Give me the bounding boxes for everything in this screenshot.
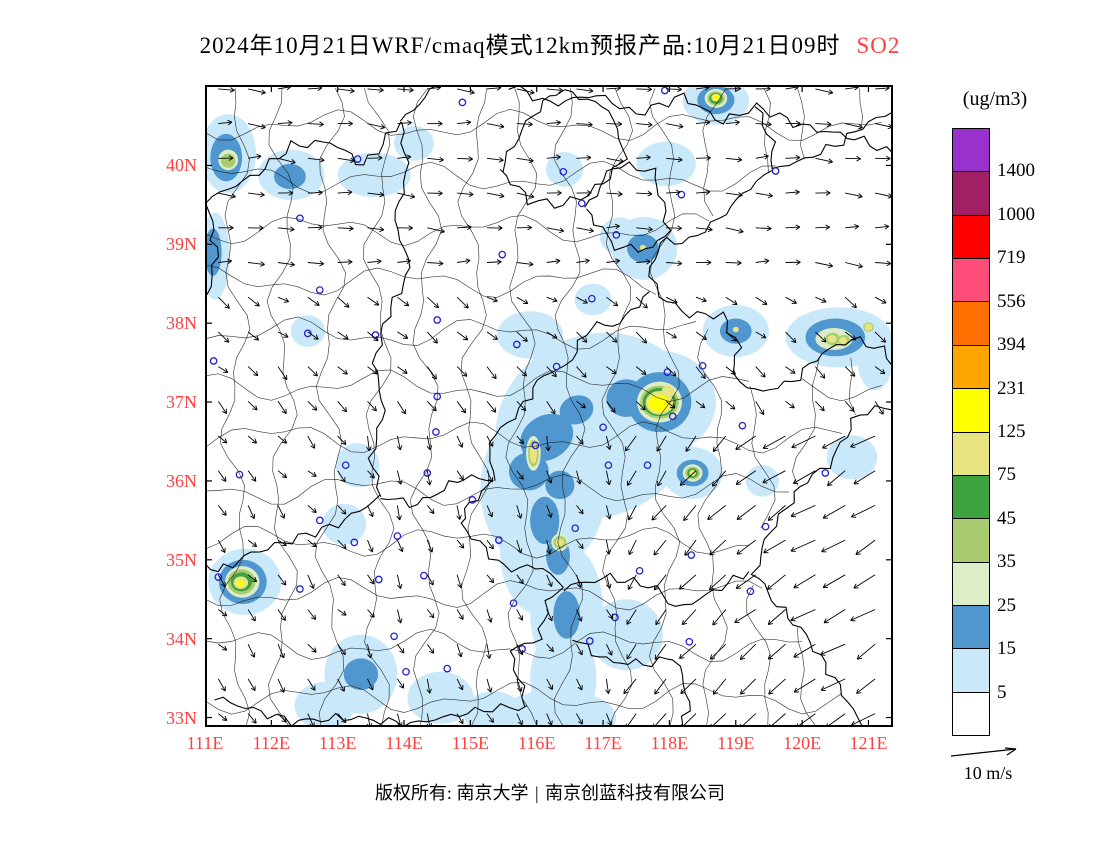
colorbar-level-label: 75 xyxy=(997,464,1016,486)
x-tick-label: 121E xyxy=(849,733,888,753)
colorbar-swatch xyxy=(952,214,990,260)
footer-right: 南京创蓝科技有限公司 xyxy=(545,783,726,803)
map-plot xyxy=(205,85,893,727)
colorbar-level-label: 5 xyxy=(997,681,1007,703)
y-tick-label: 37N xyxy=(166,392,197,413)
wind-legend-label: 10 m/s xyxy=(963,763,1013,783)
colorbar-swatch xyxy=(952,648,990,693)
concentration-blobs xyxy=(205,85,893,727)
footer-divider: | xyxy=(534,783,539,803)
y-tick-label: 39N xyxy=(166,234,197,255)
colorbar-swatch xyxy=(952,171,990,216)
colorbar-swatch xyxy=(952,301,990,346)
x-tick-label: 111E xyxy=(186,733,224,753)
colorbar-swatch xyxy=(952,431,990,476)
y-tick-label: 33N xyxy=(166,707,197,728)
y-tick-label: 35N xyxy=(166,549,197,570)
colorbar-level-label: 394 xyxy=(997,334,1026,356)
colorbar-level-label: 45 xyxy=(997,507,1016,529)
page-title: 2024年10月21日WRF/cmaq模式12km预报产品:10月21日09时 S… xyxy=(0,26,1100,60)
x-tick-label: 117E xyxy=(584,733,622,753)
colorbar-swatch xyxy=(952,691,990,737)
map-frame xyxy=(205,85,893,727)
colorbar-level-label: 35 xyxy=(997,551,1016,573)
colorbar-level-label: 719 xyxy=(997,247,1026,269)
colorbar-level-label: 15 xyxy=(997,638,1016,660)
colorbar-swatch xyxy=(952,388,990,433)
wind-legend-arrow-icon xyxy=(950,747,1017,757)
colorbar-swatch xyxy=(952,344,990,390)
title-species: SO2 xyxy=(856,33,901,58)
colorbar-level-label: 556 xyxy=(997,290,1026,312)
x-tick-label: 116E xyxy=(518,733,556,753)
y-tick-label: 38N xyxy=(166,313,197,334)
colorbar-level-label: 1000 xyxy=(997,203,1035,225)
colorbar-swatch xyxy=(952,258,990,303)
colorbar-level-label: 125 xyxy=(997,421,1026,442)
y-tick-label: 36N xyxy=(166,470,197,491)
colorbar xyxy=(952,128,990,737)
copyright-footer: 版权所有: 南京大学 | 南京创蓝科技有限公司 xyxy=(0,779,1100,805)
colorbar-swatch xyxy=(952,474,990,520)
x-tick-label: 113E xyxy=(319,733,357,753)
footer-left: 版权所有: 南京大学 xyxy=(374,783,529,803)
x-tick-label: 120E xyxy=(783,733,822,753)
y-tick-label: 40N xyxy=(166,155,197,176)
x-tick-label: 119E xyxy=(717,733,755,753)
colorbar-swatch xyxy=(952,128,990,173)
title-main: 2024年10月21日WRF/cmaq模式12km预报产品:10月21日09时 xyxy=(199,33,841,58)
colorbar-level-label: 25 xyxy=(997,594,1016,616)
colorbar-level-label: 231 xyxy=(997,377,1026,399)
x-tick-label: 112E xyxy=(252,733,290,753)
colorbar-swatch xyxy=(952,604,990,650)
x-tick-label: 118E xyxy=(650,733,689,753)
x-tick-label: 115E xyxy=(451,733,490,753)
colorbar-swatch xyxy=(952,561,990,606)
y-tick-label: 34N xyxy=(166,628,197,649)
colorbar-units-label: (ug/m3) xyxy=(962,88,1028,110)
x-tick-label: 114E xyxy=(385,733,423,753)
colorbar-swatch xyxy=(952,518,990,563)
colorbar-level-label: 1400 xyxy=(997,160,1035,182)
